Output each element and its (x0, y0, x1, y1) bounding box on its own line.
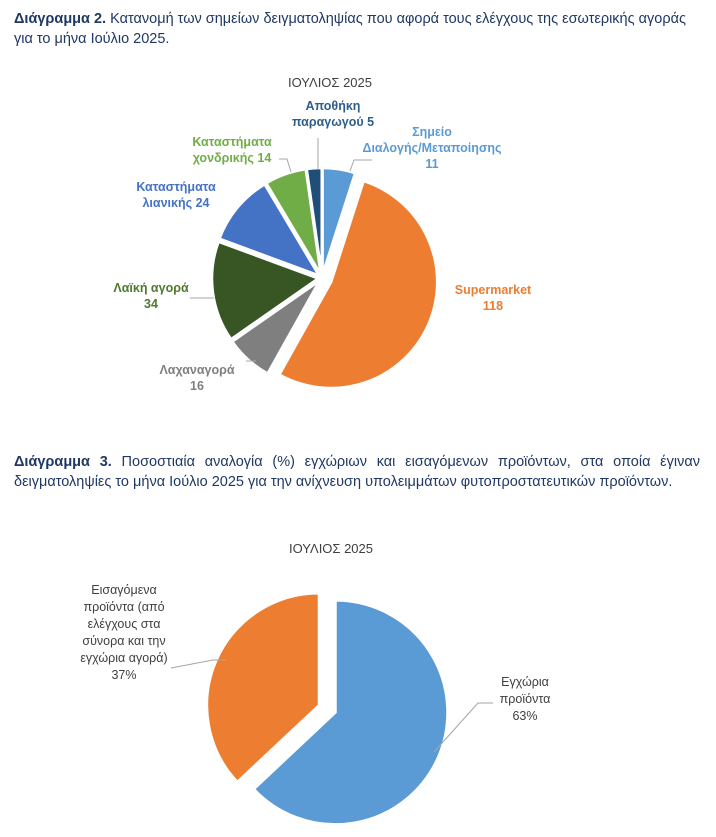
chart-2-slice-3 (210, 240, 321, 341)
chart-2-label-1: Supermarket 118 (455, 283, 532, 313)
chart-3-caption-text: Ποσοστιαία αναλογία (%) εγχώριων και εισ… (14, 454, 700, 490)
chart-3-label-0: Εγχώρια προϊόντα 63% (500, 675, 551, 723)
chart-3-pie: Εγχώρια προϊόντα 63% Εισαγόμενα προϊόντα (απ… (80, 583, 551, 826)
chart-2-pie: Σημείο Διαλογής/Μεταποίησης 11 Supermarket 1… (113, 99, 532, 393)
chart-2-label-6: Αποθήκη παραγωγού 5 (292, 99, 374, 129)
chart-3-leader-0 (433, 702, 493, 753)
chart-2-caption-label: Διάγραμμα 2. (14, 11, 107, 27)
chart-2-leader-5 (279, 158, 292, 173)
chart-2-label-3: Λαϊκή αγορά 34 (113, 281, 189, 311)
chart-2-label-0: Σημείο Διαλογής/Μεταποίησης 11 (362, 125, 501, 171)
chart-3-label-1: Εισαγόμενα προϊόντα (από ελέγχους στα σύνορ… (80, 583, 167, 682)
chart-2-label-4: Καταστήματα λιανικής 24 (136, 180, 216, 210)
chart-2-slice-1 (277, 179, 439, 390)
chart-2-label-5: Καταστήματα χονδρικής 14 (192, 135, 272, 165)
chart-3-caption-label: Διάγραμμα 3. (14, 454, 112, 470)
chart-3-title: ΙΟΥΛΙΟΣ 2025 (289, 541, 373, 556)
chart-2-slice-4 (217, 182, 322, 278)
chart-2-leader-0 (349, 159, 372, 172)
chart-2-title: ΙΟΥΛΙΟΣ 2025 (288, 75, 372, 90)
chart-3-slice-0 (252, 599, 449, 826)
chart-2-slice-2 (230, 279, 321, 376)
chart-3-slice-1 (205, 591, 321, 784)
chart-3-caption: Διάγραμμα 3. Ποσοστιαία αναλογία (%) εγχ… (14, 452, 700, 492)
chart-2-slice-6 (305, 166, 323, 275)
chart-2-label-2: Λαχαναγορά 16 (159, 363, 234, 393)
chart-3-leader-1 (170, 659, 226, 669)
chart-2-caption: Διάγραμμα 2. Κατανομή των σημείων δειγμα… (14, 9, 704, 49)
chart-2-caption-text: Κατανομή των σημείων δειγματοληψίας που … (14, 11, 686, 47)
